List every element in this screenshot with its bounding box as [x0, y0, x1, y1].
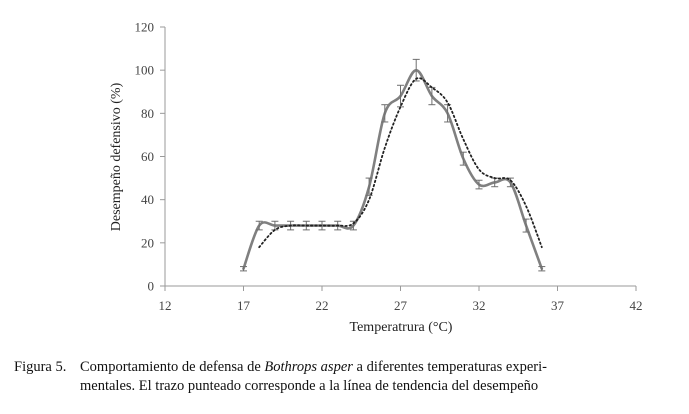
x-tick-label: 27: [394, 298, 408, 313]
y-tick-label: 120: [135, 20, 155, 35]
error-bar: [381, 104, 389, 123]
caption-text-after: a diferentes temperaturas experi-: [352, 359, 547, 375]
error-bar: [365, 177, 373, 196]
y-tick-label: 60: [141, 149, 154, 164]
error-bar: [397, 84, 404, 108]
error-bar: [522, 218, 530, 233]
y-tick-label: 100: [135, 63, 155, 78]
x-tick-label: 17: [237, 298, 251, 313]
error-bar: [538, 266, 546, 272]
error-bar: [255, 220, 263, 231]
error-bar: [459, 151, 467, 166]
x-tick-label: 32: [473, 298, 486, 313]
caption-text-before: Comportamiento de defensa de: [80, 359, 265, 375]
error-bar: [318, 220, 326, 231]
y-tick-label: 0: [148, 279, 155, 294]
x-tick-label: 12: [159, 298, 172, 313]
y-tick-label: 40: [141, 192, 154, 207]
x-tick-label: 37: [551, 298, 565, 313]
error-bar: [444, 104, 452, 123]
error-bar: [475, 179, 483, 190]
x-tick-label: 22: [316, 298, 329, 313]
x-axis: 12 17 22 27 32 37 42: [159, 285, 643, 313]
performance-line-solid: [242, 68, 544, 271]
y-axis: 0 20 40 60 80 100 120: [135, 20, 166, 294]
x-axis-title: Temperatrura (°C): [350, 320, 453, 335]
trend-line-dotted: [258, 77, 543, 249]
y-tick-label: 80: [141, 106, 154, 121]
figure-caption: Figura 5. Comportamiento de defensa de Bo…: [14, 358, 679, 396]
error-bar: [240, 266, 247, 272]
y-axis-title: Desempeño defensivo (%): [109, 82, 124, 231]
series-group: [240, 58, 546, 272]
x-tick-label: 42: [630, 298, 643, 313]
line-chart: 0 20 40 60 80 100 120 12 17 22 27 32 37 42 Desempeño…: [109, 20, 643, 336]
figure-label: Figura 5.: [14, 359, 67, 375]
caption-line-2: mentales. El trazo punteado corresponde …: [80, 378, 539, 394]
species-name: Bothrops asper: [264, 359, 353, 375]
y-tick-label: 20: [141, 235, 154, 250]
